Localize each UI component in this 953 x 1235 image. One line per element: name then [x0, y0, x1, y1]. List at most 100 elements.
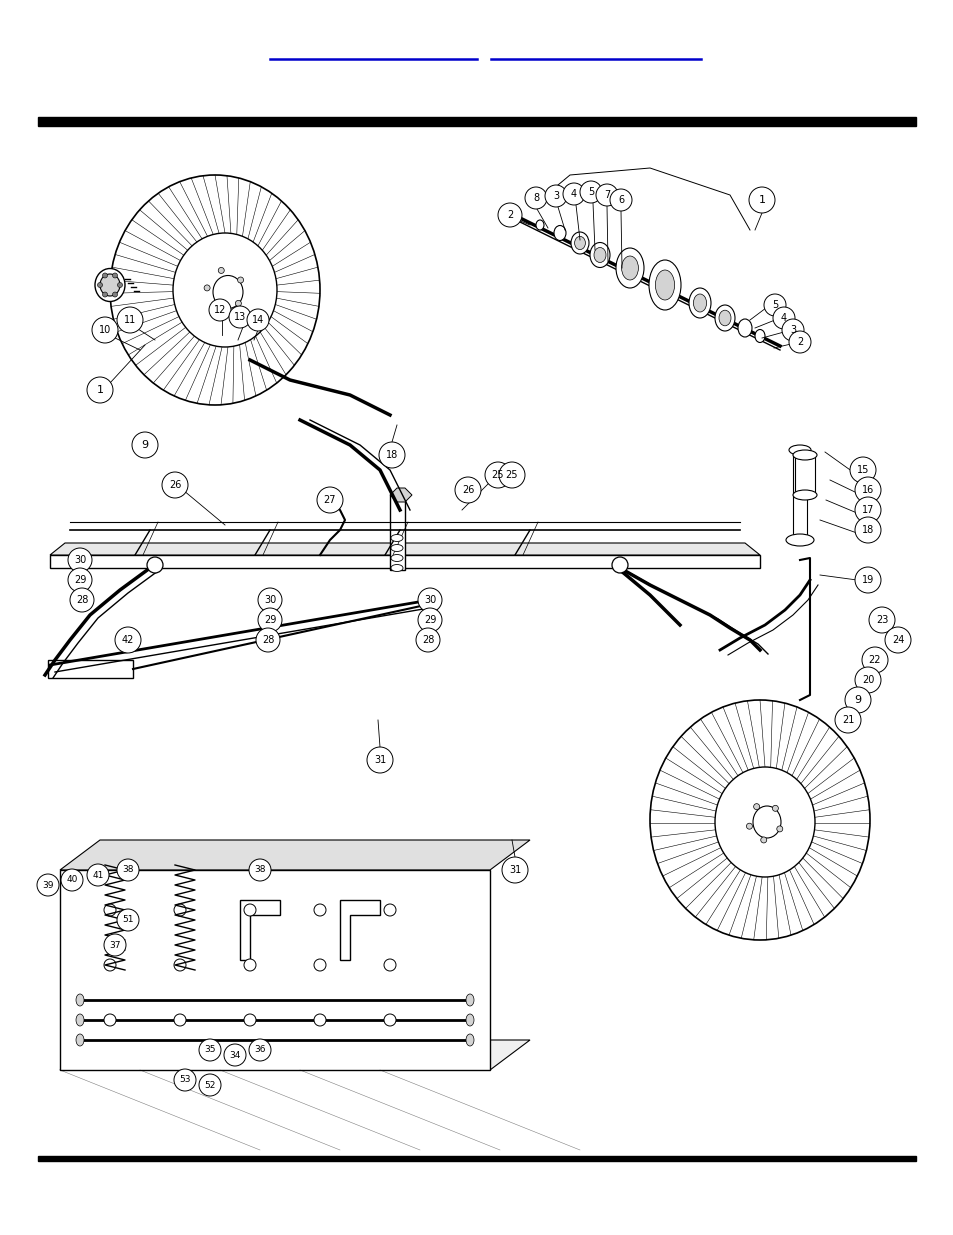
Text: 38: 38 [254, 866, 266, 874]
Ellipse shape [621, 256, 638, 280]
Ellipse shape [76, 1014, 84, 1026]
Circle shape [199, 1039, 221, 1061]
Circle shape [68, 548, 91, 572]
Ellipse shape [95, 268, 125, 301]
Text: 26: 26 [169, 480, 181, 490]
Ellipse shape [693, 294, 706, 312]
Circle shape [218, 268, 224, 273]
Circle shape [596, 184, 618, 206]
Circle shape [854, 517, 880, 543]
Text: 4: 4 [570, 189, 577, 199]
Circle shape [367, 747, 393, 773]
Circle shape [257, 608, 282, 632]
Text: 18: 18 [861, 525, 873, 535]
Ellipse shape [391, 535, 402, 541]
Circle shape [87, 377, 112, 403]
Circle shape [237, 277, 243, 283]
Text: 12: 12 [213, 305, 226, 315]
Circle shape [524, 186, 546, 209]
Text: 51: 51 [122, 915, 133, 925]
Circle shape [173, 1070, 195, 1091]
Circle shape [68, 568, 91, 592]
FancyBboxPatch shape [48, 659, 132, 678]
Circle shape [214, 305, 220, 311]
FancyBboxPatch shape [38, 1156, 915, 1161]
Text: 29: 29 [423, 615, 436, 625]
Circle shape [173, 1014, 186, 1026]
Text: 7: 7 [603, 190, 610, 200]
Circle shape [249, 860, 271, 881]
Circle shape [884, 627, 910, 653]
Polygon shape [60, 840, 530, 869]
Text: 28: 28 [261, 635, 274, 645]
Text: 9: 9 [141, 440, 149, 450]
Ellipse shape [391, 555, 402, 562]
Circle shape [314, 1014, 326, 1026]
Ellipse shape [213, 275, 243, 309]
Ellipse shape [649, 700, 869, 940]
Ellipse shape [589, 242, 609, 268]
Circle shape [117, 308, 143, 333]
Circle shape [104, 960, 116, 971]
Polygon shape [60, 869, 490, 1070]
Circle shape [753, 804, 759, 810]
Text: 52: 52 [204, 1081, 215, 1089]
Ellipse shape [76, 1034, 84, 1046]
Circle shape [147, 557, 163, 573]
Circle shape [244, 960, 255, 971]
Circle shape [115, 627, 141, 653]
Ellipse shape [655, 270, 674, 300]
Ellipse shape [391, 545, 402, 552]
Circle shape [854, 477, 880, 503]
Circle shape [455, 477, 480, 503]
Circle shape [763, 294, 785, 316]
Text: 37: 37 [110, 941, 121, 950]
Circle shape [498, 462, 524, 488]
Ellipse shape [554, 226, 565, 241]
Circle shape [316, 487, 343, 513]
Text: 30: 30 [264, 595, 275, 605]
Circle shape [612, 557, 627, 573]
Circle shape [781, 319, 803, 341]
Text: 9: 9 [854, 695, 861, 705]
Circle shape [776, 826, 782, 832]
Text: 2: 2 [796, 337, 802, 347]
Text: 1: 1 [96, 385, 103, 395]
Circle shape [61, 869, 83, 890]
Circle shape [844, 687, 870, 713]
Circle shape [229, 306, 251, 329]
Circle shape [244, 904, 255, 916]
Circle shape [247, 309, 269, 331]
Text: 28: 28 [421, 635, 434, 645]
Ellipse shape [571, 232, 588, 254]
Circle shape [224, 1044, 246, 1066]
Circle shape [497, 203, 521, 227]
Text: 8: 8 [533, 193, 538, 203]
Ellipse shape [714, 305, 734, 331]
Text: 42: 42 [122, 635, 134, 645]
Circle shape [748, 186, 774, 212]
Text: 27: 27 [323, 495, 335, 505]
Text: 11: 11 [124, 315, 136, 325]
Text: 20: 20 [861, 676, 873, 685]
Text: 10: 10 [99, 325, 111, 335]
Circle shape [244, 1014, 255, 1026]
Circle shape [87, 864, 109, 885]
Circle shape [37, 874, 59, 897]
Text: 3: 3 [553, 191, 558, 201]
Circle shape [417, 588, 441, 613]
Ellipse shape [391, 564, 402, 572]
Ellipse shape [792, 490, 816, 500]
Text: 39: 39 [42, 881, 53, 889]
FancyBboxPatch shape [38, 117, 915, 126]
Text: 31: 31 [374, 755, 386, 764]
Text: 1: 1 [758, 195, 764, 205]
Circle shape [416, 629, 439, 652]
Circle shape [104, 934, 126, 956]
FancyBboxPatch shape [792, 450, 806, 540]
Circle shape [209, 299, 231, 321]
Circle shape [772, 308, 794, 329]
Text: 40: 40 [67, 876, 77, 884]
Circle shape [378, 442, 405, 468]
Circle shape [249, 1039, 271, 1061]
